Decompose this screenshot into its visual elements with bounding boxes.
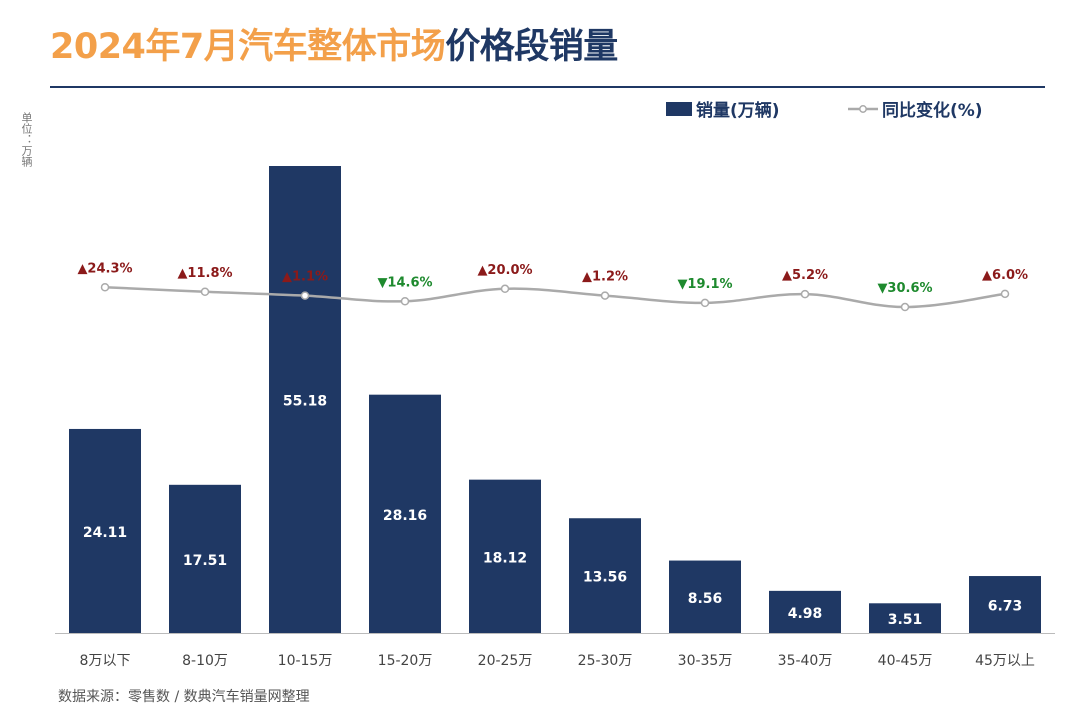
yoy-point — [100, 283, 110, 292]
yoy-label: ▲24.3% — [77, 261, 132, 276]
yoy-line — [104, 286, 1006, 309]
bar-value-label: 3.51 — [888, 612, 923, 628]
yoy-point — [800, 289, 810, 299]
yoy-label: ▲5.2% — [782, 268, 828, 283]
bar-value-label: 24.11 — [83, 525, 127, 541]
data-source-note: 数据来源：零售数 / 数典汽车销量网整理 — [58, 689, 310, 705]
bar — [569, 518, 641, 633]
bar — [969, 576, 1041, 633]
x-tick-label: 35-40万 — [778, 653, 833, 669]
yoy-point — [700, 298, 710, 308]
x-tick-label: 30-35万 — [678, 653, 733, 669]
bar-value-label: 13.56 — [583, 570, 627, 586]
bar-value-label: 17.51 — [183, 553, 227, 569]
x-tick-label: 40-45万 — [878, 653, 933, 669]
chart-title: 2024年7月汽车整体市场价格段销量 — [50, 18, 618, 69]
yoy-label: ▲1.2% — [582, 270, 628, 285]
bar-value-label: 55.18 — [283, 394, 327, 410]
legend-bar-swatch — [666, 101, 692, 116]
x-tick-label: 25-30万 — [578, 653, 633, 669]
legend-item-sales: 销量(万辆) — [666, 96, 780, 121]
bar-value-label: 18.12 — [483, 550, 527, 566]
chart-title-part2: 价格段销量 — [445, 27, 618, 67]
bar — [369, 394, 441, 633]
yoy-label: ▼30.6% — [877, 281, 932, 296]
yoy-label: ▲1.1% — [282, 270, 328, 285]
unit-label: 单位：万辆 — [20, 112, 33, 167]
yoy-point — [200, 287, 210, 297]
yoy-point — [600, 291, 610, 300]
bar — [469, 479, 541, 633]
title-divider — [50, 86, 1045, 88]
x-tick-label: 45万以上 — [975, 653, 1035, 669]
yoy-point — [900, 302, 910, 312]
bar-value-label: 28.16 — [383, 508, 427, 524]
yoy-point — [1000, 289, 1010, 299]
bar — [69, 428, 141, 633]
bar-value-label: 6.73 — [988, 599, 1023, 615]
legend-yoy-label: 同比变化(%) — [882, 101, 983, 121]
yoy-point — [300, 291, 310, 300]
x-tick-label: 20-25万 — [478, 653, 533, 669]
bar — [769, 590, 841, 633]
yoy-point — [500, 284, 510, 294]
yoy-label: ▲11.8% — [177, 266, 232, 281]
bar — [669, 560, 741, 633]
bar — [169, 484, 241, 633]
yoy-label: ▼14.6% — [377, 275, 432, 290]
bar — [869, 603, 941, 633]
yoy-point — [400, 297, 410, 306]
chart-title-part1: 2024年7月汽车整体市场 — [50, 27, 446, 67]
yoy-label: ▲6.0% — [982, 268, 1028, 283]
x-tick-label: 8万以下 — [80, 653, 131, 669]
x-tick-label: 10-15万 — [278, 653, 333, 669]
legend: 销量(万辆) 同比变化(%) — [0, 96, 1080, 121]
yoy-label: ▲20.0% — [477, 263, 532, 278]
legend-sales-label: 销量(万辆) — [696, 101, 780, 121]
bar-value-label: 8.56 — [688, 591, 723, 607]
x-tick-label: 15-20万 — [378, 653, 433, 669]
legend-line-swatch — [848, 104, 878, 113]
x-tick-label: 8-10万 — [182, 653, 228, 669]
yoy-label: ▼19.1% — [677, 277, 732, 292]
bar-value-label: 4.98 — [788, 606, 823, 622]
legend-item-yoy: 同比变化(%) — [848, 96, 983, 121]
bar — [269, 166, 341, 633]
